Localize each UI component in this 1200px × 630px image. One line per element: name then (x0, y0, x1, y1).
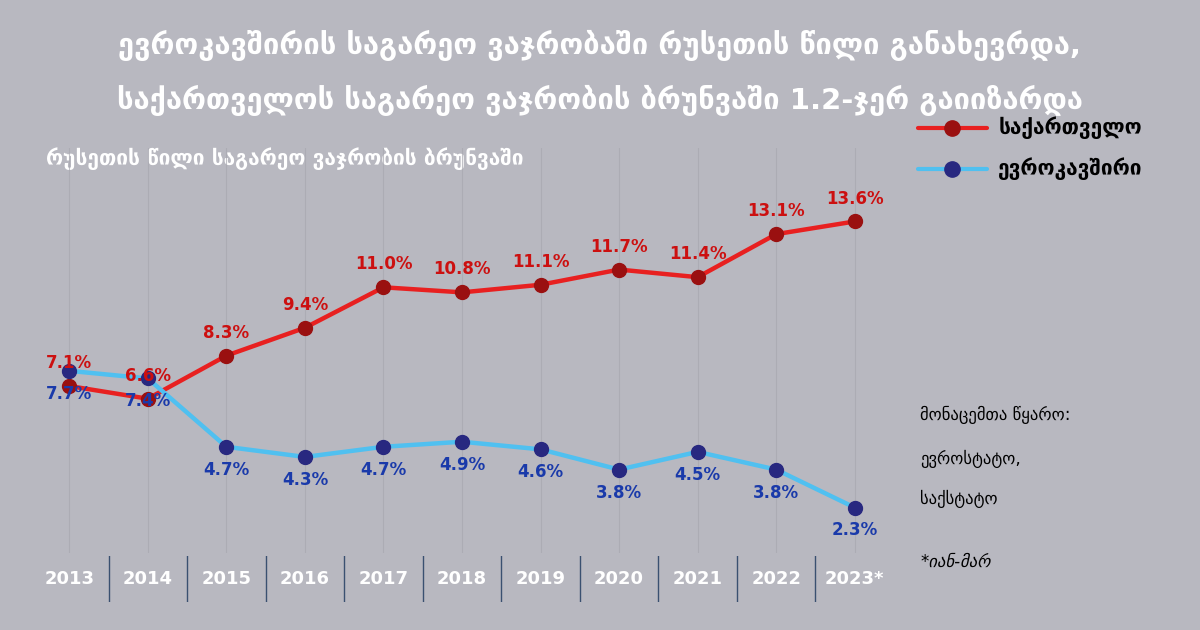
Text: 4.9%: 4.9% (439, 455, 485, 474)
Text: 13.6%: 13.6% (826, 190, 883, 207)
Text: 11.4%: 11.4% (668, 245, 726, 263)
Text: 2019: 2019 (516, 570, 565, 588)
Text: რუსეთის წილი საგარეო ვაჯრობის ბრუნვაში: რუსეთის წილი საგარეო ვაჯრობის ბრუნვაში (47, 147, 524, 171)
Text: 4.3%: 4.3% (282, 471, 328, 489)
Text: *იან-მარ: *იან-მარ (920, 553, 991, 571)
Text: 2022: 2022 (751, 570, 802, 588)
Text: 11.1%: 11.1% (511, 253, 569, 271)
Text: 3.8%: 3.8% (754, 483, 799, 501)
Text: 2020: 2020 (594, 570, 644, 588)
Text: ევროსტატო,: ევროსტატო, (920, 450, 1021, 468)
Text: 2.3%: 2.3% (832, 522, 878, 539)
Text: მონაცემთა წყარო:: მონაცემთა წყარო: (920, 406, 1070, 424)
Text: 11.0%: 11.0% (355, 255, 413, 273)
Text: 2013: 2013 (44, 570, 95, 588)
Text: ევროკავშირი: ევროკავშირი (998, 157, 1142, 180)
Text: 2021: 2021 (673, 570, 722, 588)
Text: 2017: 2017 (359, 570, 408, 588)
Text: 2014: 2014 (122, 570, 173, 588)
Text: 7.1%: 7.1% (47, 354, 92, 372)
Text: საქართველო: საქართველო (998, 116, 1141, 139)
Text: 4.7%: 4.7% (203, 461, 250, 479)
Text: 13.1%: 13.1% (748, 202, 805, 220)
Text: საქართველოს საგარეო ვაჯრობის ბრუნვაში 1.2-ჯერ გაიიზარდა: საქართველოს საგარეო ვაჯრობის ბრუნვაში 1.… (118, 85, 1082, 117)
Text: ევროკავშირის საგარეო ვაჯრობაში რუსეთის წილი განახევრდა,: ევროკავშირის საგარეო ვაჯრობაში რუსეთის წ… (119, 30, 1081, 60)
Text: 4.7%: 4.7% (360, 461, 407, 479)
Text: 11.7%: 11.7% (590, 238, 648, 256)
Text: 2018: 2018 (437, 570, 487, 588)
Text: 9.4%: 9.4% (282, 296, 328, 314)
Text: 4.6%: 4.6% (517, 463, 564, 481)
Text: 3.8%: 3.8% (596, 483, 642, 501)
Text: 6.6%: 6.6% (125, 367, 170, 385)
Text: 7.7%: 7.7% (46, 385, 92, 403)
Text: 2023*: 2023* (824, 570, 884, 588)
Text: 7.4%: 7.4% (125, 392, 170, 410)
Text: 2016: 2016 (280, 570, 330, 588)
Text: 8.3%: 8.3% (203, 324, 250, 341)
Text: 2015: 2015 (202, 570, 251, 588)
Text: საქსტატო: საქსტატო (920, 490, 998, 508)
Text: 4.5%: 4.5% (674, 466, 721, 484)
Text: 10.8%: 10.8% (433, 260, 491, 278)
